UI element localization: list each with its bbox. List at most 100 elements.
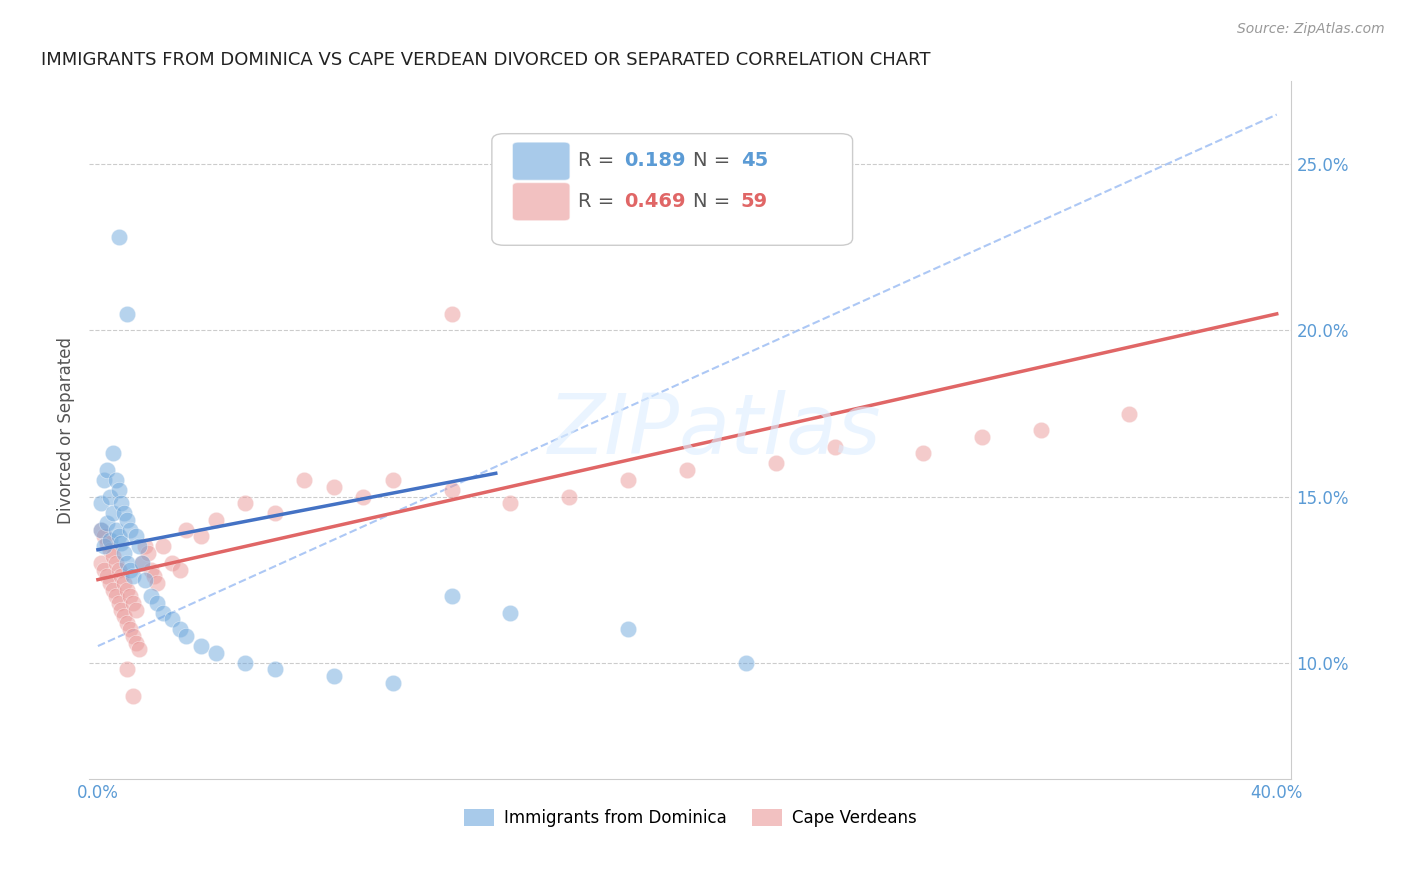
- Point: [136, 546, 159, 560]
- Point: [146, 576, 169, 591]
- Point: [98, 576, 121, 591]
- Point: [114, 546, 136, 560]
- Point: [107, 596, 129, 610]
- Y-axis label: Divorced or Separated: Divorced or Separated: [58, 336, 75, 524]
- Point: [912, 446, 935, 460]
- Text: 59: 59: [741, 192, 768, 211]
- Point: [104, 473, 127, 487]
- Point: [110, 536, 132, 550]
- Point: [617, 473, 640, 487]
- Point: [96, 463, 118, 477]
- Point: [120, 563, 142, 577]
- Point: [142, 569, 165, 583]
- Point: [96, 536, 118, 550]
- Point: [176, 523, 198, 537]
- Point: [107, 483, 129, 497]
- Point: [93, 529, 115, 543]
- Point: [970, 430, 993, 444]
- Point: [146, 596, 169, 610]
- Text: IMMIGRANTS FROM DOMINICA VS CAPE VERDEAN DIVORCED OR SEPARATED CORRELATION CHART: IMMIGRANTS FROM DOMINICA VS CAPE VERDEAN…: [41, 51, 931, 69]
- Point: [96, 569, 118, 583]
- Point: [131, 556, 153, 570]
- Point: [114, 609, 136, 624]
- FancyBboxPatch shape: [512, 142, 569, 180]
- Point: [160, 612, 183, 626]
- Point: [122, 689, 145, 703]
- Point: [322, 480, 344, 494]
- Point: [676, 463, 699, 477]
- Text: Source: ZipAtlas.com: Source: ZipAtlas.com: [1237, 22, 1385, 37]
- Text: 0.189: 0.189: [624, 152, 686, 170]
- Point: [128, 540, 150, 554]
- Point: [440, 483, 463, 497]
- Point: [98, 533, 121, 547]
- Point: [90, 556, 112, 570]
- Point: [128, 642, 150, 657]
- Point: [1118, 407, 1140, 421]
- Point: [93, 473, 115, 487]
- Point: [117, 307, 139, 321]
- Point: [122, 629, 145, 643]
- Point: [117, 556, 139, 570]
- Text: R =: R =: [578, 192, 621, 211]
- Point: [292, 473, 315, 487]
- Point: [110, 569, 132, 583]
- FancyBboxPatch shape: [492, 134, 852, 245]
- Point: [617, 623, 640, 637]
- Point: [190, 639, 212, 653]
- Point: [96, 516, 118, 530]
- Point: [152, 540, 174, 554]
- Point: [263, 662, 285, 676]
- Text: N =: N =: [693, 152, 737, 170]
- Point: [90, 523, 112, 537]
- Point: [114, 576, 136, 591]
- Point: [93, 540, 115, 554]
- Point: [117, 513, 139, 527]
- Point: [104, 523, 127, 537]
- Point: [98, 490, 121, 504]
- Point: [381, 675, 404, 690]
- Point: [735, 656, 758, 670]
- Point: [160, 556, 183, 570]
- Point: [90, 496, 112, 510]
- Point: [824, 440, 846, 454]
- Point: [117, 615, 139, 630]
- Point: [139, 589, 162, 603]
- Point: [499, 496, 522, 510]
- Text: 45: 45: [741, 152, 768, 170]
- Point: [122, 569, 145, 583]
- Point: [104, 589, 127, 603]
- Point: [169, 623, 191, 637]
- Point: [90, 523, 112, 537]
- Point: [558, 490, 581, 504]
- Point: [120, 623, 142, 637]
- Legend: Immigrants from Dominica, Cape Verdeans: Immigrants from Dominica, Cape Verdeans: [457, 802, 924, 833]
- Point: [131, 556, 153, 570]
- Point: [440, 589, 463, 603]
- Point: [765, 456, 787, 470]
- Point: [101, 446, 124, 460]
- Point: [190, 529, 212, 543]
- Point: [139, 563, 162, 577]
- Point: [499, 606, 522, 620]
- Point: [233, 496, 256, 510]
- Point: [122, 596, 145, 610]
- Point: [110, 602, 132, 616]
- Text: 0.469: 0.469: [624, 192, 686, 211]
- FancyBboxPatch shape: [512, 183, 569, 221]
- Point: [101, 582, 124, 597]
- Point: [125, 529, 148, 543]
- Point: [125, 602, 148, 616]
- Point: [107, 563, 129, 577]
- Point: [169, 563, 191, 577]
- Point: [352, 490, 374, 504]
- Point: [125, 636, 148, 650]
- Point: [117, 662, 139, 676]
- Point: [107, 529, 129, 543]
- Text: R =: R =: [578, 152, 621, 170]
- Point: [120, 589, 142, 603]
- Point: [104, 556, 127, 570]
- Point: [134, 573, 156, 587]
- Point: [107, 230, 129, 244]
- Point: [114, 506, 136, 520]
